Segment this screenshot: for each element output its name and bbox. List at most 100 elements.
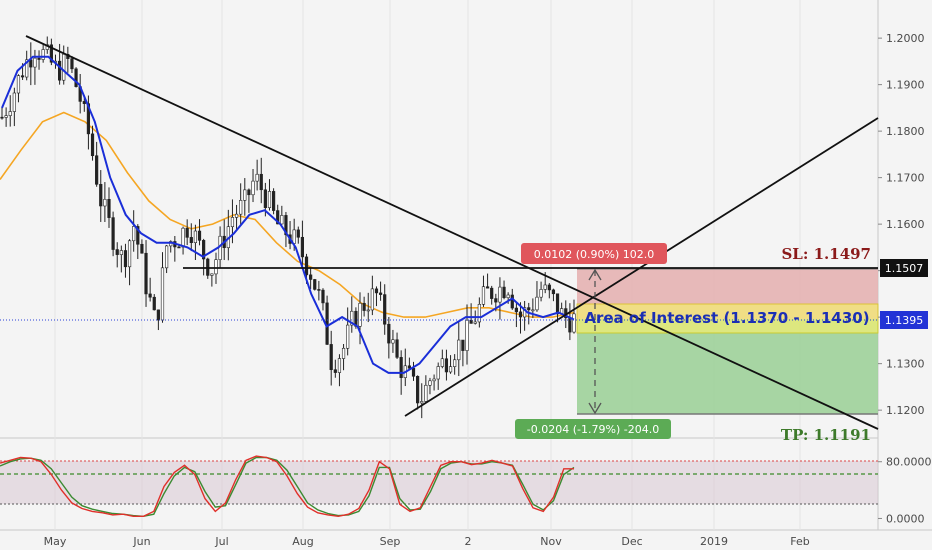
candle [70,56,74,73]
candle [90,125,95,161]
price-tick-label: 1.2000 [886,32,925,45]
reward-box: -0.0204 (-1.79%) -204.0 [515,419,671,439]
candle [25,50,29,81]
candle [185,219,189,246]
candle [132,210,136,252]
time-tick-label: 2019 [700,535,728,548]
candle [251,168,255,203]
candle [387,316,391,359]
candle [337,354,342,387]
candle [156,309,160,331]
candle [152,294,156,311]
price-tick-label: 1.1800 [886,125,925,138]
reward-box-text: -0.0204 (-1.79%) -204.0 [527,423,659,436]
candle [41,44,45,63]
candle [572,299,576,334]
candle [8,95,12,127]
time-tick-label: Sep [380,535,401,548]
candle [383,284,387,335]
candle [551,288,556,302]
risk-box-text: 0.0102 (0.90%) 102.0 [534,248,655,261]
candle [309,267,313,289]
resistance-price-tag-text: 1.1507 [885,262,924,275]
ascending-trendline[interactable] [404,117,879,417]
candle [313,278,317,291]
osc-tick-label: 80.0000 [886,456,932,469]
candle [539,281,543,302]
time-tick-label: Dec [621,535,642,548]
candle [424,375,428,403]
oscillator-panel [0,455,878,518]
candle [461,339,465,367]
time-tick-label: 2 [465,535,472,548]
candle [481,275,486,307]
candle [416,375,420,410]
candle [514,302,518,328]
area-of-interest-label: Area of Interest (1.1370 - 1.1430) [584,309,869,327]
risk-box-bg [521,243,667,264]
price-tick-label: 1.1300 [886,358,925,371]
candle [103,182,107,222]
candle [296,226,300,244]
arrow-head-up [588,268,602,281]
reward-box-bg [515,419,671,439]
candle [440,349,444,369]
candle [12,87,16,127]
trade-zones [576,268,879,415]
time-tick-label: Jun [132,535,150,548]
candle [37,50,41,70]
candle [4,107,8,127]
candle [243,178,247,216]
candle [165,244,169,274]
candle [267,179,272,211]
candle [457,322,461,377]
candle [444,349,449,381]
candle [247,188,251,213]
candle [0,106,4,120]
candle [374,286,379,307]
fast-moving-average [1,55,575,374]
candle [358,292,362,345]
candle [284,211,288,248]
candle [111,211,115,257]
candle [127,239,132,286]
oscillator-axis: 80.0000 0.0000 [878,456,932,525]
risk-box: 0.0102 (0.90%) 102.0 [521,243,667,264]
candle [346,307,350,356]
time-axis[interactable]: May Jun Jul Aug Sep 2 Nov Dec 2019 Feb [44,535,810,548]
candle [391,329,395,353]
candle [350,296,354,333]
candle [255,159,259,191]
candle [477,297,481,328]
candle [436,362,440,390]
candle [300,220,305,268]
candle [465,304,469,365]
candle [453,354,457,375]
arrow-head-down [588,402,602,415]
candle [362,296,366,317]
candle [210,273,214,287]
candle [555,293,560,323]
candle [498,277,502,320]
candle [341,343,346,371]
price-tick-label: 1.1200 [886,404,925,417]
price-tick-label: 1.1600 [886,218,925,231]
current-price-tag-text: 1.1395 [885,314,924,327]
candle [502,280,506,300]
descending-trendline[interactable] [25,35,879,430]
take-profit-label: TP: 1.1191 [781,426,871,444]
candle [239,183,243,225]
candle [107,187,111,228]
take-profit-zone [577,319,878,414]
candle [395,332,399,359]
candle [148,277,152,302]
candle [95,141,99,187]
candle [378,281,383,301]
candle [115,242,119,268]
candle [317,280,321,301]
candle [490,285,494,305]
candle [366,292,370,323]
candle [119,245,123,273]
candle [280,205,284,225]
